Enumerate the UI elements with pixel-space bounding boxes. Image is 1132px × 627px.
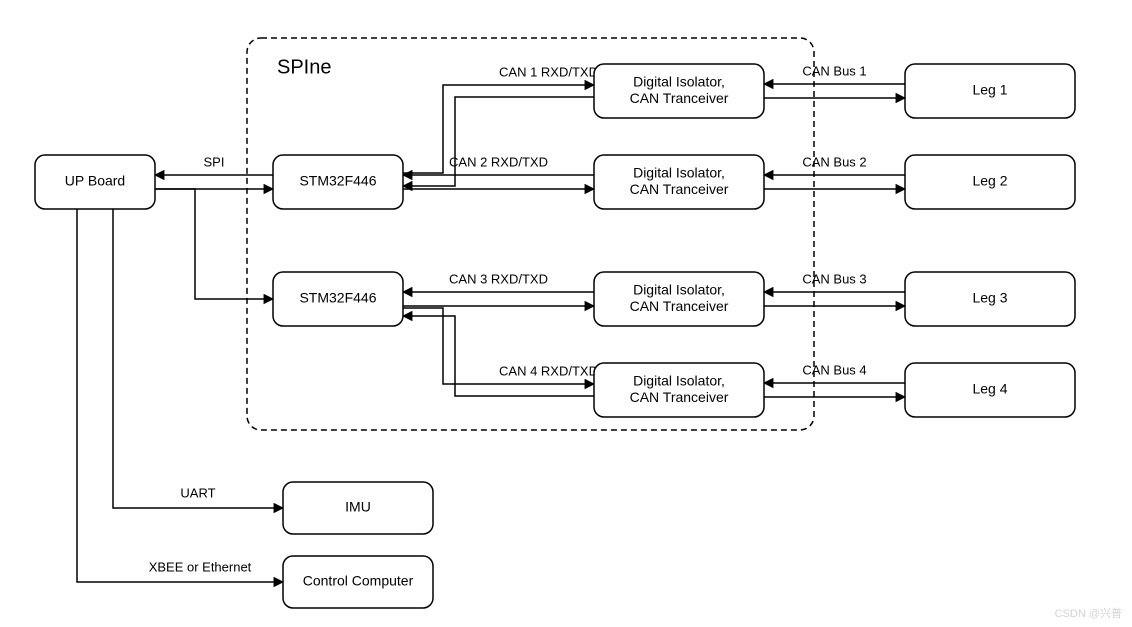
stm32-1-node-label: STM32F446 [299, 173, 376, 189]
leg-3-node-label: Leg 3 [972, 290, 1007, 306]
edge-up-s2 [155, 189, 273, 299]
spine-title: SPIne [277, 56, 331, 78]
spi-label: SPI [204, 154, 225, 169]
control-computer-node-label: Control Computer [303, 573, 414, 589]
leg-1-node-label: Leg 1 [972, 82, 1007, 98]
edge-bus1-label: CAN Bus 1 [802, 63, 866, 78]
stm32-2-node-label: STM32F446 [299, 290, 376, 306]
architecture-diagram: SPIne SPI CAN 1 RXD/TXD CAN 2 RXD/TXD CAN 3… [0, 0, 1132, 627]
edge-xbee [77, 209, 283, 582]
isolator-2-node-label: Digital Isolator, [633, 164, 725, 180]
uart-label: UART [180, 485, 215, 500]
isolator-4-node-label: CAN Tranceiver [630, 389, 729, 405]
imu-node-label: IMU [345, 499, 371, 515]
edge-can3-label: CAN 3 RXD/TXD [449, 271, 548, 286]
isolator-1-node-label: Digital Isolator, [633, 73, 725, 89]
isolator-2-node-label: CAN Tranceiver [630, 181, 729, 197]
can4-label: CAN 4 RXD/TXD [499, 363, 598, 378]
isolator-4-node-label: Digital Isolator, [633, 372, 725, 388]
leg-4-node-label: Leg 4 [972, 381, 1007, 397]
edge-bus3-label: CAN Bus 3 [802, 271, 866, 286]
isolator-3-node-label: CAN Tranceiver [630, 298, 729, 314]
up-board-node-label: UP Board [65, 173, 125, 189]
leg-2-node-label: Leg 2 [972, 173, 1007, 189]
xbee-label: XBEE or Ethernet [149, 559, 252, 574]
watermark: CSDN @兴普 [1055, 605, 1122, 621]
edge-bus4-label: CAN Bus 4 [802, 362, 866, 377]
edge-can2-label: CAN 2 RXD/TXD [449, 154, 548, 169]
isolator-3-node-label: Digital Isolator, [633, 281, 725, 297]
edge-uart [113, 209, 283, 508]
edge-bus2-label: CAN Bus 2 [802, 154, 866, 169]
can1-label: CAN 1 RXD/TXD [499, 64, 598, 79]
isolator-1-node-label: CAN Tranceiver [630, 90, 729, 106]
